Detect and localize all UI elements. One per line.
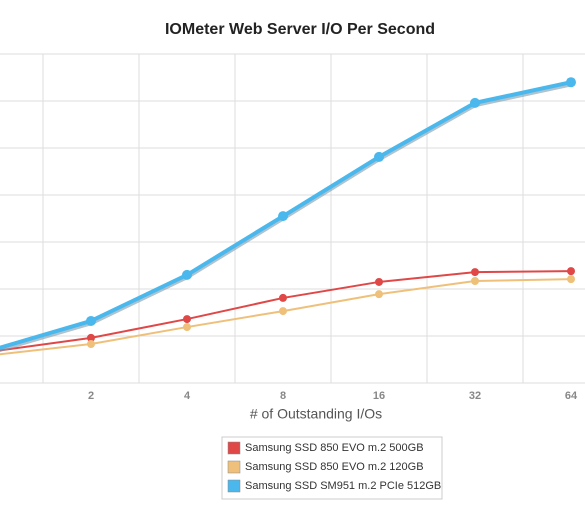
marker bbox=[279, 307, 287, 316]
marker bbox=[375, 290, 383, 299]
x-axis-title: # of Outstanding I/Os bbox=[250, 406, 382, 422]
marker bbox=[566, 77, 576, 88]
marker bbox=[470, 97, 480, 108]
x-tick-label: 2 bbox=[88, 390, 94, 402]
legend-swatch bbox=[227, 479, 241, 493]
legend-swatch bbox=[227, 441, 241, 455]
marker bbox=[278, 211, 288, 222]
x-tick-label: 16 bbox=[373, 390, 385, 402]
legend-swatch bbox=[227, 460, 241, 474]
x-tick-label: 4 bbox=[184, 390, 191, 402]
marker bbox=[374, 151, 384, 162]
marker bbox=[183, 323, 191, 332]
marker bbox=[279, 293, 287, 302]
x-tick-label: 32 bbox=[469, 390, 481, 402]
marker bbox=[182, 269, 192, 280]
legend-box bbox=[221, 436, 443, 500]
x-tick-label: 64 bbox=[565, 390, 578, 402]
legend-label: Samsung SSD 850 EVO m.2 120GB bbox=[245, 461, 424, 473]
marker bbox=[87, 339, 95, 348]
chart-title: IOMeter Web Server I/O Per Second bbox=[165, 21, 435, 38]
marker bbox=[87, 333, 95, 342]
marker bbox=[375, 277, 383, 286]
marker bbox=[471, 277, 479, 286]
series-line bbox=[0, 278, 572, 356]
legend-label: Samsung SSD 850 EVO m.2 500GB bbox=[245, 442, 424, 454]
marker bbox=[183, 315, 191, 324]
marker bbox=[567, 275, 575, 284]
legend-label: Samsung SSD SM951 m.2 PCIe 512GB bbox=[245, 480, 441, 492]
x-tick-label: 8 bbox=[280, 390, 286, 402]
marker bbox=[86, 315, 96, 326]
marker bbox=[567, 267, 575, 276]
marker bbox=[471, 268, 479, 277]
